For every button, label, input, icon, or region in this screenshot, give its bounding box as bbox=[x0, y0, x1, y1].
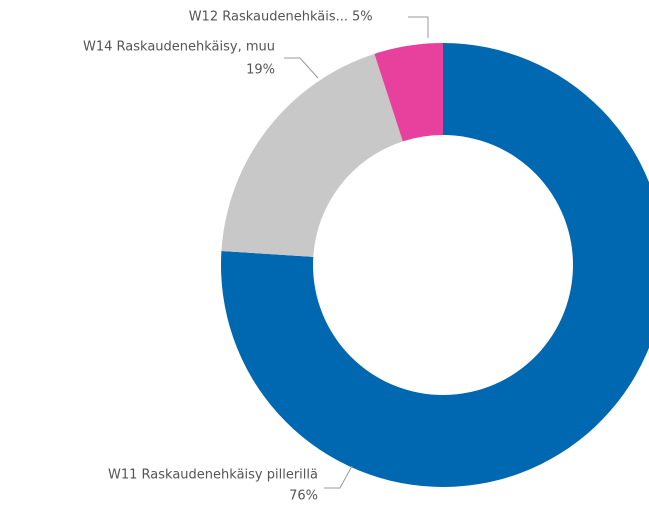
value-label: 19% bbox=[246, 63, 275, 78]
slice-label: W12 Raskaudenehkäis... bbox=[189, 10, 348, 25]
value-label: 76% bbox=[289, 489, 318, 504]
donut-slice bbox=[221, 43, 649, 487]
leader-line bbox=[324, 465, 353, 489]
leader-line bbox=[284, 57, 319, 79]
donut-slice bbox=[221, 53, 403, 257]
leader-line bbox=[408, 16, 429, 38]
slices bbox=[221, 43, 649, 487]
value-label: 5% bbox=[352, 10, 373, 25]
slice-label: W11 Raskaudenehkäisy pillerillä bbox=[108, 468, 318, 483]
donut-slice bbox=[374, 43, 443, 142]
slice-label: W14 Raskaudenehkäisy, muu bbox=[83, 40, 275, 55]
